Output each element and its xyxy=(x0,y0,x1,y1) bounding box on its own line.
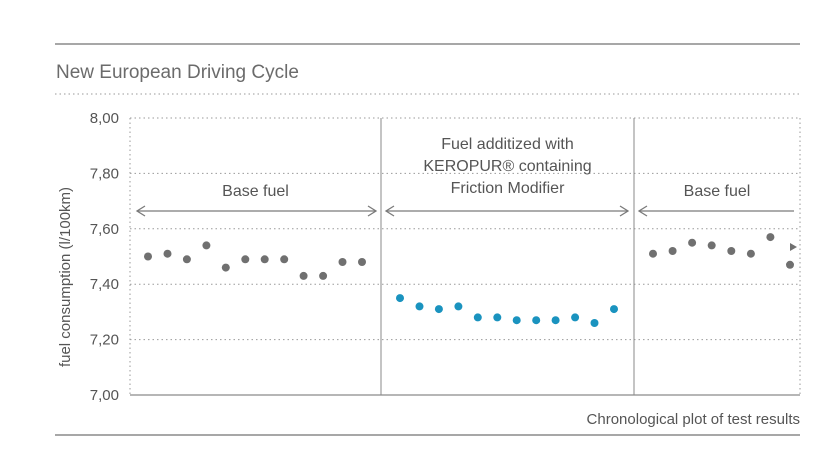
data-point xyxy=(473,313,482,322)
arrow-head-left xyxy=(384,205,395,217)
y-tick-label: 7,40 xyxy=(90,276,119,293)
segment-labels: Base fuel Fuel additized with KEROPUR® con… xyxy=(222,136,750,200)
segment-label: Fuel additized with xyxy=(441,136,574,153)
data-point xyxy=(493,313,502,322)
data-point xyxy=(512,316,521,325)
segment-label: Friction Modifier xyxy=(451,180,565,197)
data-point xyxy=(241,255,250,264)
gridlines xyxy=(129,117,801,395)
segment-arrows xyxy=(135,205,794,217)
data-point xyxy=(786,260,794,269)
data-point xyxy=(454,302,463,311)
arrow-head-left xyxy=(637,205,648,217)
data-point xyxy=(532,316,541,325)
x-axis-label: Chronological plot of test results xyxy=(587,411,800,428)
chart-title: New European Driving Cycle xyxy=(56,62,299,83)
data-point xyxy=(649,249,657,258)
y-tick-label: 7,60 xyxy=(90,221,119,238)
continuation-marker xyxy=(790,243,797,251)
segment-label: Base fuel xyxy=(684,183,751,200)
segment-label: KEROPUR® containing xyxy=(423,158,591,175)
y-tick-labels: 8,00 7,80 7,60 7,40 7,20 7,00 xyxy=(90,110,119,404)
data-point xyxy=(727,247,736,255)
data-point xyxy=(415,302,424,311)
data-points xyxy=(144,233,797,327)
arrow-head-right xyxy=(367,205,378,217)
y-tick-label: 7,20 xyxy=(90,332,119,349)
segment-label: Base fuel xyxy=(222,183,289,200)
segment-separators xyxy=(380,118,635,395)
data-point xyxy=(299,271,308,280)
data-point xyxy=(746,249,755,258)
data-point xyxy=(571,313,580,322)
data-point xyxy=(396,294,404,303)
y-tick-label: 7,80 xyxy=(90,165,119,182)
data-point xyxy=(610,305,618,314)
data-point xyxy=(182,255,191,264)
y-tick-label: 7,00 xyxy=(90,387,119,404)
data-point xyxy=(551,316,560,325)
arrow-head-left xyxy=(135,205,146,217)
data-point xyxy=(144,252,152,261)
data-point xyxy=(766,233,775,242)
data-point xyxy=(260,255,269,264)
data-point xyxy=(221,263,230,272)
data-point xyxy=(319,271,328,280)
data-point xyxy=(202,241,211,250)
data-point xyxy=(590,319,599,327)
arrow-head-right xyxy=(619,205,630,217)
y-tick-label: 8,00 xyxy=(90,110,119,127)
data-point xyxy=(163,249,172,258)
data-point xyxy=(688,238,697,247)
data-point xyxy=(338,258,347,266)
data-point xyxy=(280,255,289,264)
y-axis-label: fuel consumption (l/100km) xyxy=(57,187,74,367)
data-point xyxy=(358,258,366,266)
data-point xyxy=(668,247,677,255)
data-point xyxy=(707,241,716,250)
data-point xyxy=(434,305,443,314)
